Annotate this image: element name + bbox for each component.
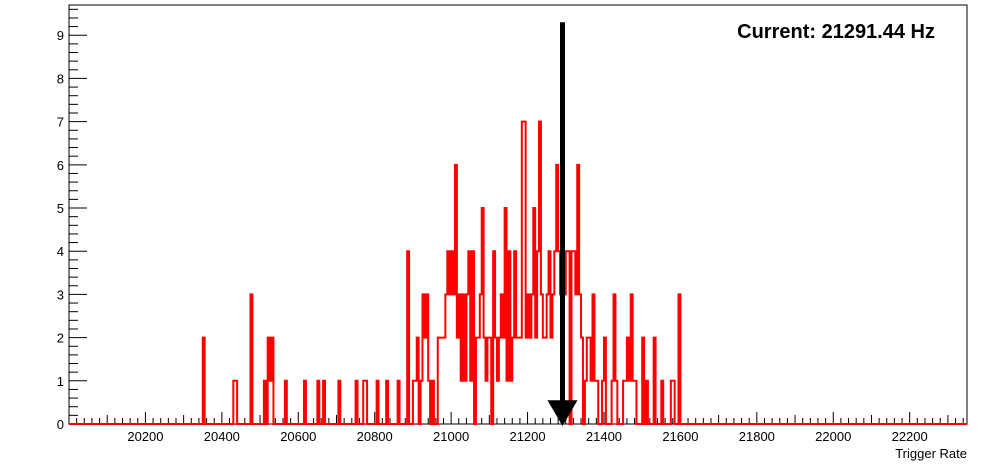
y-axis: 0 1 2 3 4 5 6 7 8 9 (57, 8, 87, 432)
x-tick-label: 20800 (357, 429, 393, 444)
x-tick-label: 21600 (662, 429, 698, 444)
x-tick-label: 21000 (433, 429, 469, 444)
current-rate-label: Current: 21291.44 Hz (737, 21, 935, 43)
y-tick-label: 6 (57, 158, 64, 173)
y-tick-label: 5 (57, 201, 64, 216)
histogram-step-line (69, 120, 967, 425)
x-tick-label: 20400 (204, 429, 240, 444)
y-tick-label: 7 (57, 115, 64, 130)
plot-frame (68, 4, 968, 425)
histogram-series (69, 120, 967, 425)
arrow-head (547, 400, 578, 426)
x-tick-label: 21200 (509, 429, 545, 444)
x-tick-label: 21400 (586, 429, 622, 444)
x-axis-title: Trigger Rate (895, 446, 967, 461)
x-axis: 20200 20400 20600 20800 21000 21200 21400 21600… (68, 412, 964, 444)
x-tick-label: 22200 (892, 429, 928, 444)
y-tick-label: 4 (57, 244, 64, 259)
x-tick-label: 22000 (815, 429, 851, 444)
y-tick-label: 2 (57, 331, 64, 346)
y-tick-label: 0 (57, 417, 64, 432)
y-tick-label: 8 (57, 71, 64, 86)
x-tick-label: 21800 (739, 429, 775, 444)
y-tick-label: 9 (57, 28, 64, 43)
x-tick-label: 20600 (280, 429, 316, 444)
x-tick-label: 20200 (127, 429, 163, 444)
y-tick-label: 3 (57, 287, 64, 302)
y-tick-label: 1 (57, 374, 64, 389)
current-rate-arrow (547, 22, 578, 426)
